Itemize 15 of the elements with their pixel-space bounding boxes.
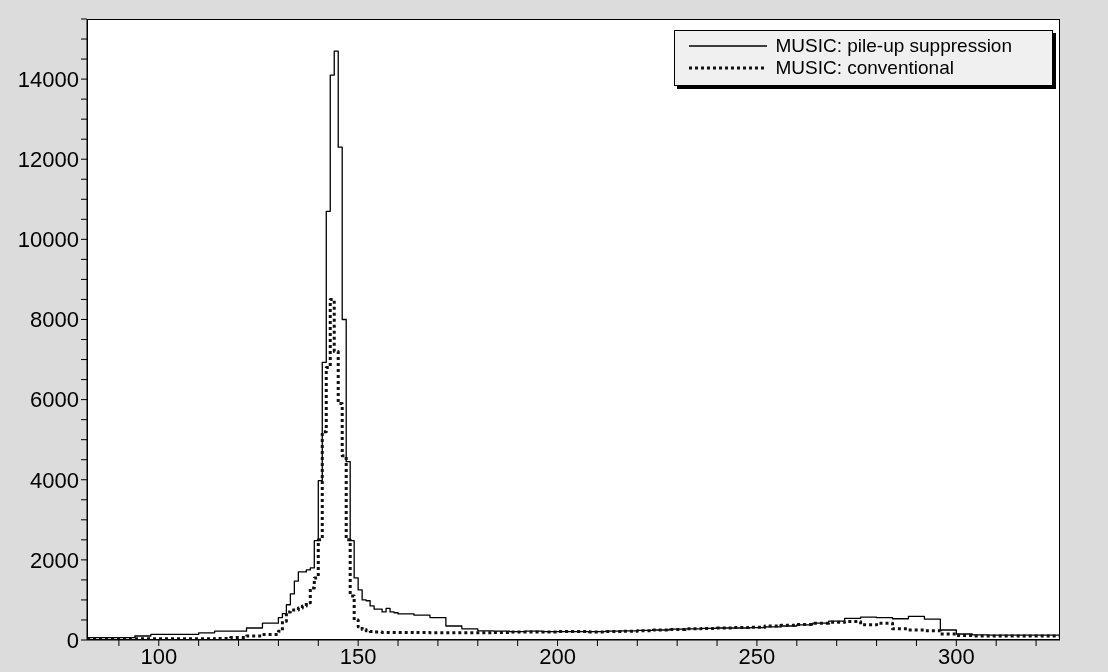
- y-tick-label: 12000: [17, 147, 79, 173]
- x-tick-label: 300: [937, 643, 975, 669]
- y-tick-label: 4000: [30, 467, 79, 493]
- y-tick-label: 0: [66, 627, 79, 653]
- y-tick-label: 14000: [17, 66, 79, 92]
- y-tick-label: 10000: [17, 227, 79, 253]
- x-tick-label: 200: [539, 643, 576, 669]
- x-tick-label: 150: [339, 643, 377, 669]
- y-tick-label: 2000: [30, 547, 79, 573]
- legend-label: MUSIC: pile-up suppression: [775, 35, 1012, 57]
- y-tick-label: 8000: [30, 307, 79, 333]
- x-tick-label: 250: [738, 643, 776, 669]
- legend-label: MUSIC: conventional: [775, 57, 954, 79]
- y-tick-label: 6000: [30, 387, 79, 413]
- x-tick-label: 100: [140, 643, 178, 669]
